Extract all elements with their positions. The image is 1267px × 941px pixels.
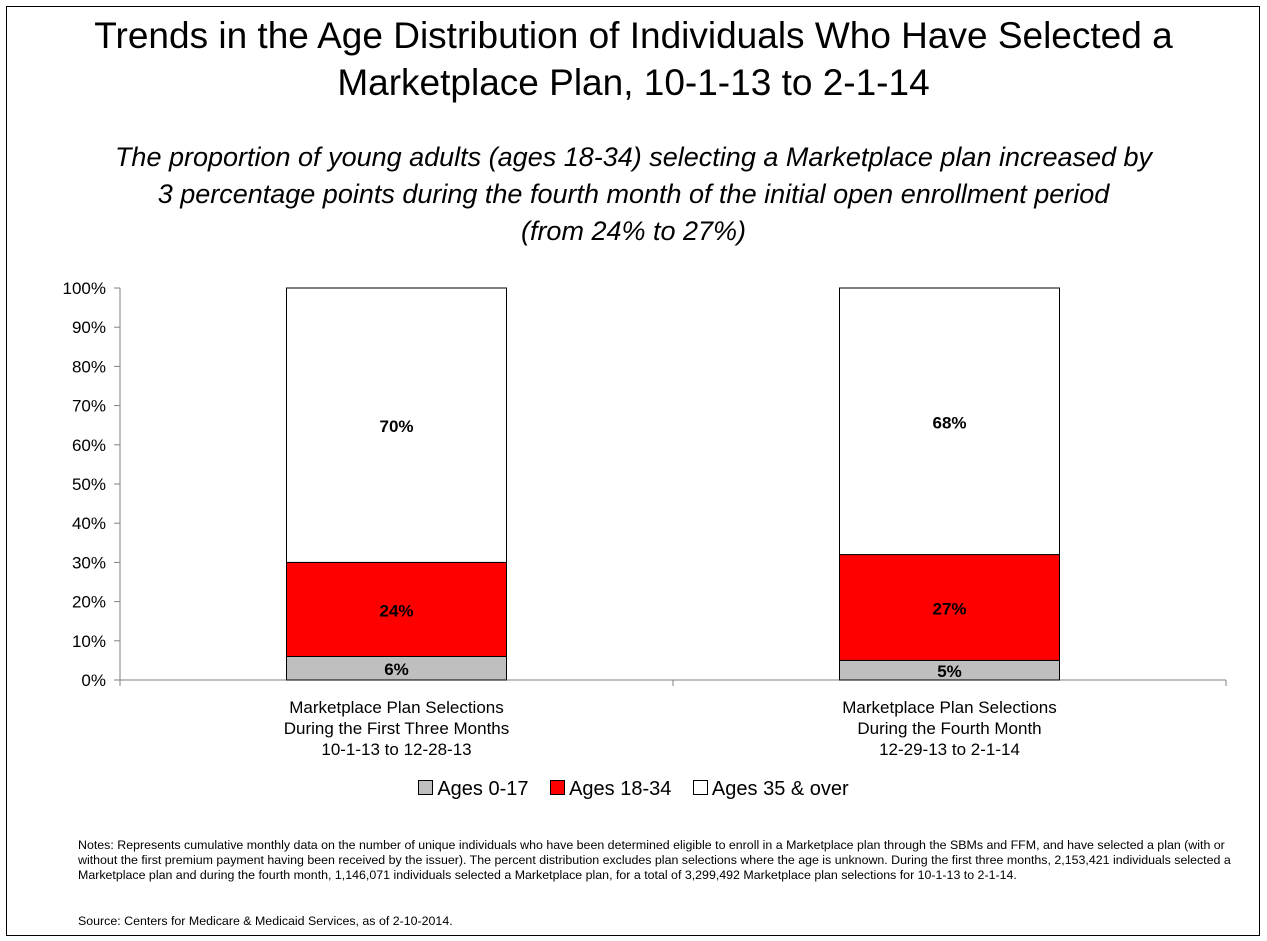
legend-swatch-gray — [418, 780, 434, 796]
subtitle-line-2: 3 percentage points during the fourth mo… — [157, 179, 1110, 209]
y-tick-label: 30% — [72, 553, 106, 572]
x-category-label: During the Fourth Month — [857, 719, 1041, 738]
subtitle-line-1: The proportion of young adults (ages 18-… — [114, 142, 1153, 172]
y-tick-label: 50% — [72, 475, 106, 494]
bar-segment — [286, 287, 507, 563]
x-category-label: Marketplace Plan Selections — [842, 698, 1057, 717]
stacked-bar-chart: 0% 10% 20% 30% 40% 50% 60% 70% 80% 90% 100% 6% 24% 70… — [63, 279, 1227, 759]
chart-subtitle: The proportion of young adults (ages 18-… — [0, 139, 1267, 250]
x-category-label: 12-29-13 to 2-1-14 — [879, 740, 1020, 759]
data-label: 27% — [932, 599, 966, 618]
y-tick-label: 20% — [72, 593, 106, 612]
data-label: 24% — [379, 601, 413, 620]
legend-item-ages-35-over: Ages 35 & over — [692, 778, 849, 801]
legend-item-ages-18-34: Ages 18-34 — [550, 778, 671, 801]
x-category-label: During the First Three Months — [284, 719, 510, 738]
y-tick-label: 40% — [72, 514, 106, 533]
title-line-1: Trends in the Age Distribution of Indivi… — [94, 15, 1173, 56]
y-tick-label: 0% — [81, 671, 106, 690]
chart-legend: Ages 0-17 Ages 18-34 Ages 35 & over — [0, 778, 1267, 801]
title-line-2: Marketplace Plan, 10-1-13 to 2-1-14 — [337, 62, 930, 103]
bar-segment — [839, 287, 1060, 556]
subtitle-line-3: (from 24% to 27%) — [520, 216, 747, 246]
data-label: 68% — [932, 413, 966, 432]
legend-swatch-red — [550, 780, 566, 796]
page-title: Trends in the Age Distribution of Indivi… — [0, 12, 1267, 106]
chart-notes: Notes: Represents cumulative monthly dat… — [78, 838, 1231, 882]
data-label: 6% — [384, 660, 409, 679]
x-category-label: Marketplace Plan Selections — [289, 698, 504, 717]
data-label: 5% — [937, 662, 962, 681]
x-category-label: 10-1-13 to 12-28-13 — [321, 740, 471, 759]
legend-label: Ages 0-17 — [437, 778, 529, 800]
data-label: 70% — [379, 417, 413, 436]
y-tick-label: 100% — [63, 279, 106, 298]
chart-source: Source: Centers for Medicare & Medicaid … — [78, 914, 453, 928]
y-tick-label: 70% — [72, 397, 106, 416]
y-tick-label: 10% — [72, 632, 106, 651]
legend-label: Ages 35 & over — [711, 778, 849, 800]
y-tick-label: 60% — [72, 436, 106, 455]
y-tick-label: 90% — [72, 318, 106, 337]
bar-segment — [286, 561, 507, 657]
y-tick-label: 80% — [72, 357, 106, 376]
legend-swatch-white — [692, 780, 708, 796]
legend-item-ages-0-17: Ages 0-17 — [418, 778, 529, 801]
legend-label: Ages 18-34 — [569, 778, 672, 800]
